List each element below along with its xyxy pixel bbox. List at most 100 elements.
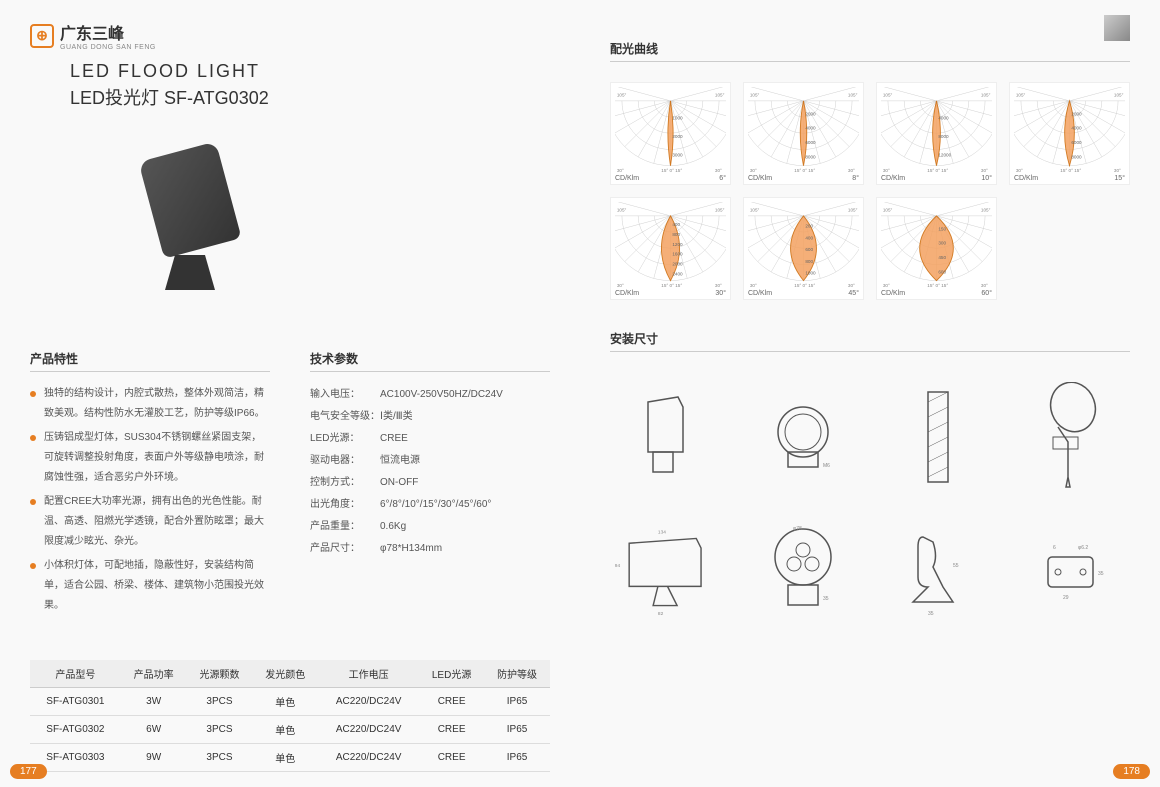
dim-spike-view [1015,382,1130,492]
dim-plate: φ6.2 6 35 29 [1015,537,1130,607]
svg-text:105°: 105° [617,92,627,97]
title-block: LED FLOOD LIGHT LED投光灯 SF-ATG0302 [70,61,550,110]
table-header: 工作电压 [318,660,419,688]
svg-text:30°: 30° [981,283,988,288]
svg-text:94: 94 [615,563,621,569]
svg-text:2400: 2400 [672,272,683,277]
spec-row: 出光角度：6°/8°/10°/15°/30°/45°/60° [310,494,550,516]
dimension-row-1: M6 [610,382,1130,492]
svg-text:8000: 8000 [1071,154,1082,159]
svg-text:30°: 30° [848,283,855,288]
table-row: SF-ATG03039W3PCS单色AC220/DC24VCREEIP65 [30,744,550,772]
corner-icon [1104,15,1130,41]
svg-text:150: 150 [938,226,946,231]
svg-text:6: 6 [1053,545,1056,551]
svg-text:800: 800 [805,259,813,264]
svg-text:2000: 2000 [1071,111,1082,116]
svg-text:30°: 30° [750,283,757,288]
svg-text:15° 0° 15°: 15° 0° 15° [794,168,815,173]
svg-text:15° 0° 15°: 15° 0° 15° [661,283,682,288]
page-number-right: 178 [1113,764,1150,779]
svg-text:30°: 30° [715,283,722,288]
svg-text:15° 0° 15°: 15° 0° 15° [794,283,815,288]
dimension-row-2: 134 94 82 φ78 35 55 [610,522,1130,622]
svg-text:1000: 1000 [672,115,683,120]
svg-text:30°: 30° [617,168,624,173]
svg-text:55: 55 [953,563,959,569]
svg-text:30°: 30° [848,168,855,173]
svg-text:600: 600 [938,269,946,274]
svg-text:2000: 2000 [672,262,683,267]
svg-text:1600: 1600 [672,252,683,257]
feature-item: 小体积灯体，可配地插，隐蔽性好，安装结构简单，适合公园、桥梁、楼体、建筑物小范围… [30,556,270,616]
svg-text:1200: 1200 [672,242,683,247]
svg-text:15° 0° 15°: 15° 0° 15° [661,168,682,173]
svg-text:φ6.2: φ6.2 [1078,545,1088,551]
svg-text:105°: 105° [750,207,760,212]
svg-text:105°: 105° [715,207,725,212]
svg-text:82: 82 [658,611,664,617]
svg-text:30°: 30° [883,168,890,173]
svg-text:400: 400 [672,222,680,227]
specs-header: 技术参数 [310,350,550,372]
svg-text:4000: 4000 [805,126,816,131]
brand-name: 广东三峰 [60,20,156,44]
table-header: 发光颜色 [252,660,318,688]
svg-text:200: 200 [805,224,813,229]
dimensions-header: 安装尺寸 [610,330,1130,352]
svg-text:105°: 105° [848,207,858,212]
svg-text:15° 0° 15°: 15° 0° 15° [927,283,948,288]
logo-icon: ⊕ [30,24,54,48]
spec-row: 控制方式：ON-OFF [310,472,550,494]
table-header: 产品功率 [121,660,187,688]
dim-front: φ78 35 [745,522,860,622]
curves-header: 配光曲线 [610,40,1130,62]
svg-text:300: 300 [938,241,946,246]
dim-bracket: 55 35 [880,527,995,617]
spec-row: 电气安全等级：Ⅰ类/Ⅲ类 [310,406,550,428]
svg-text:2000: 2000 [805,111,816,116]
svg-text:6000: 6000 [805,140,816,145]
svg-text:105°: 105° [617,207,627,212]
polar-chart: 150300450600105°105°30°15° 0° 15°30°CD/K… [876,197,997,300]
svg-text:φ78: φ78 [793,526,802,532]
table-header: 产品型号 [30,660,121,688]
table-header: 光源颗数 [187,660,253,688]
features-header: 产品特性 [30,350,270,372]
svg-text:3000: 3000 [672,152,683,157]
dim-side-view [610,392,725,482]
brand-sub: GUANG DONG SAN FENG [60,44,156,51]
svg-text:105°: 105° [981,207,991,212]
svg-text:105°: 105° [1016,92,1026,97]
dim-top-view: M6 [745,397,860,477]
feature-item: 配置CREE大功率光源，拥有出色的光色性能。耐温、高透、阻燃光学透镜，配合外置防… [30,492,270,552]
spec-row: 产品尺寸：φ78*H134mm [310,538,550,560]
svg-text:105°: 105° [883,207,893,212]
svg-text:8000: 8000 [938,134,949,139]
svg-text:105°: 105° [715,92,725,97]
feature-list: 独特的结构设计，内腔式散热，整体外观简洁，精致美观。结构性防水无灌胶工艺，防护等… [30,384,270,616]
svg-text:4000: 4000 [938,115,949,120]
svg-text:400: 400 [805,235,813,240]
svg-text:450: 450 [938,255,946,260]
polar-row-2: 400 800 1200 1600 2000 2400 105° 105° 30° 15° 0° … [610,197,1130,300]
table-header: LED光源 [419,660,484,688]
title-en: LED FLOOD LIGHT [70,61,550,82]
spec-row: 驱动电器：恒流电源 [310,450,550,472]
svg-text:105°: 105° [1114,92,1124,97]
svg-text:105°: 105° [750,92,760,97]
svg-text:600: 600 [805,247,813,252]
svg-text:2000: 2000 [672,134,683,139]
svg-text:105°: 105° [883,92,893,97]
polar-chart: 4008001200160020002400105°105°30°15° 0° … [610,197,731,300]
svg-text:M6: M6 [823,463,830,469]
svg-text:30°: 30° [750,168,757,173]
right-page: 配光曲线 1000 2000 3000 105° 105° 30° 15° 0° 15° 30… [580,0,1160,787]
spec-row: 产品重量：0.6Kg [310,516,550,538]
polar-chart: 2004006008001000105°105°30°15° 0° 15°30°… [743,197,864,300]
svg-text:12000: 12000 [938,152,951,157]
svg-text:6000: 6000 [1071,140,1082,145]
svg-text:35: 35 [928,611,934,617]
brand-logo: ⊕ 广东三峰 GUANG DONG SAN FENG [30,20,550,51]
spec-row: LED光源：CREE [310,428,550,450]
